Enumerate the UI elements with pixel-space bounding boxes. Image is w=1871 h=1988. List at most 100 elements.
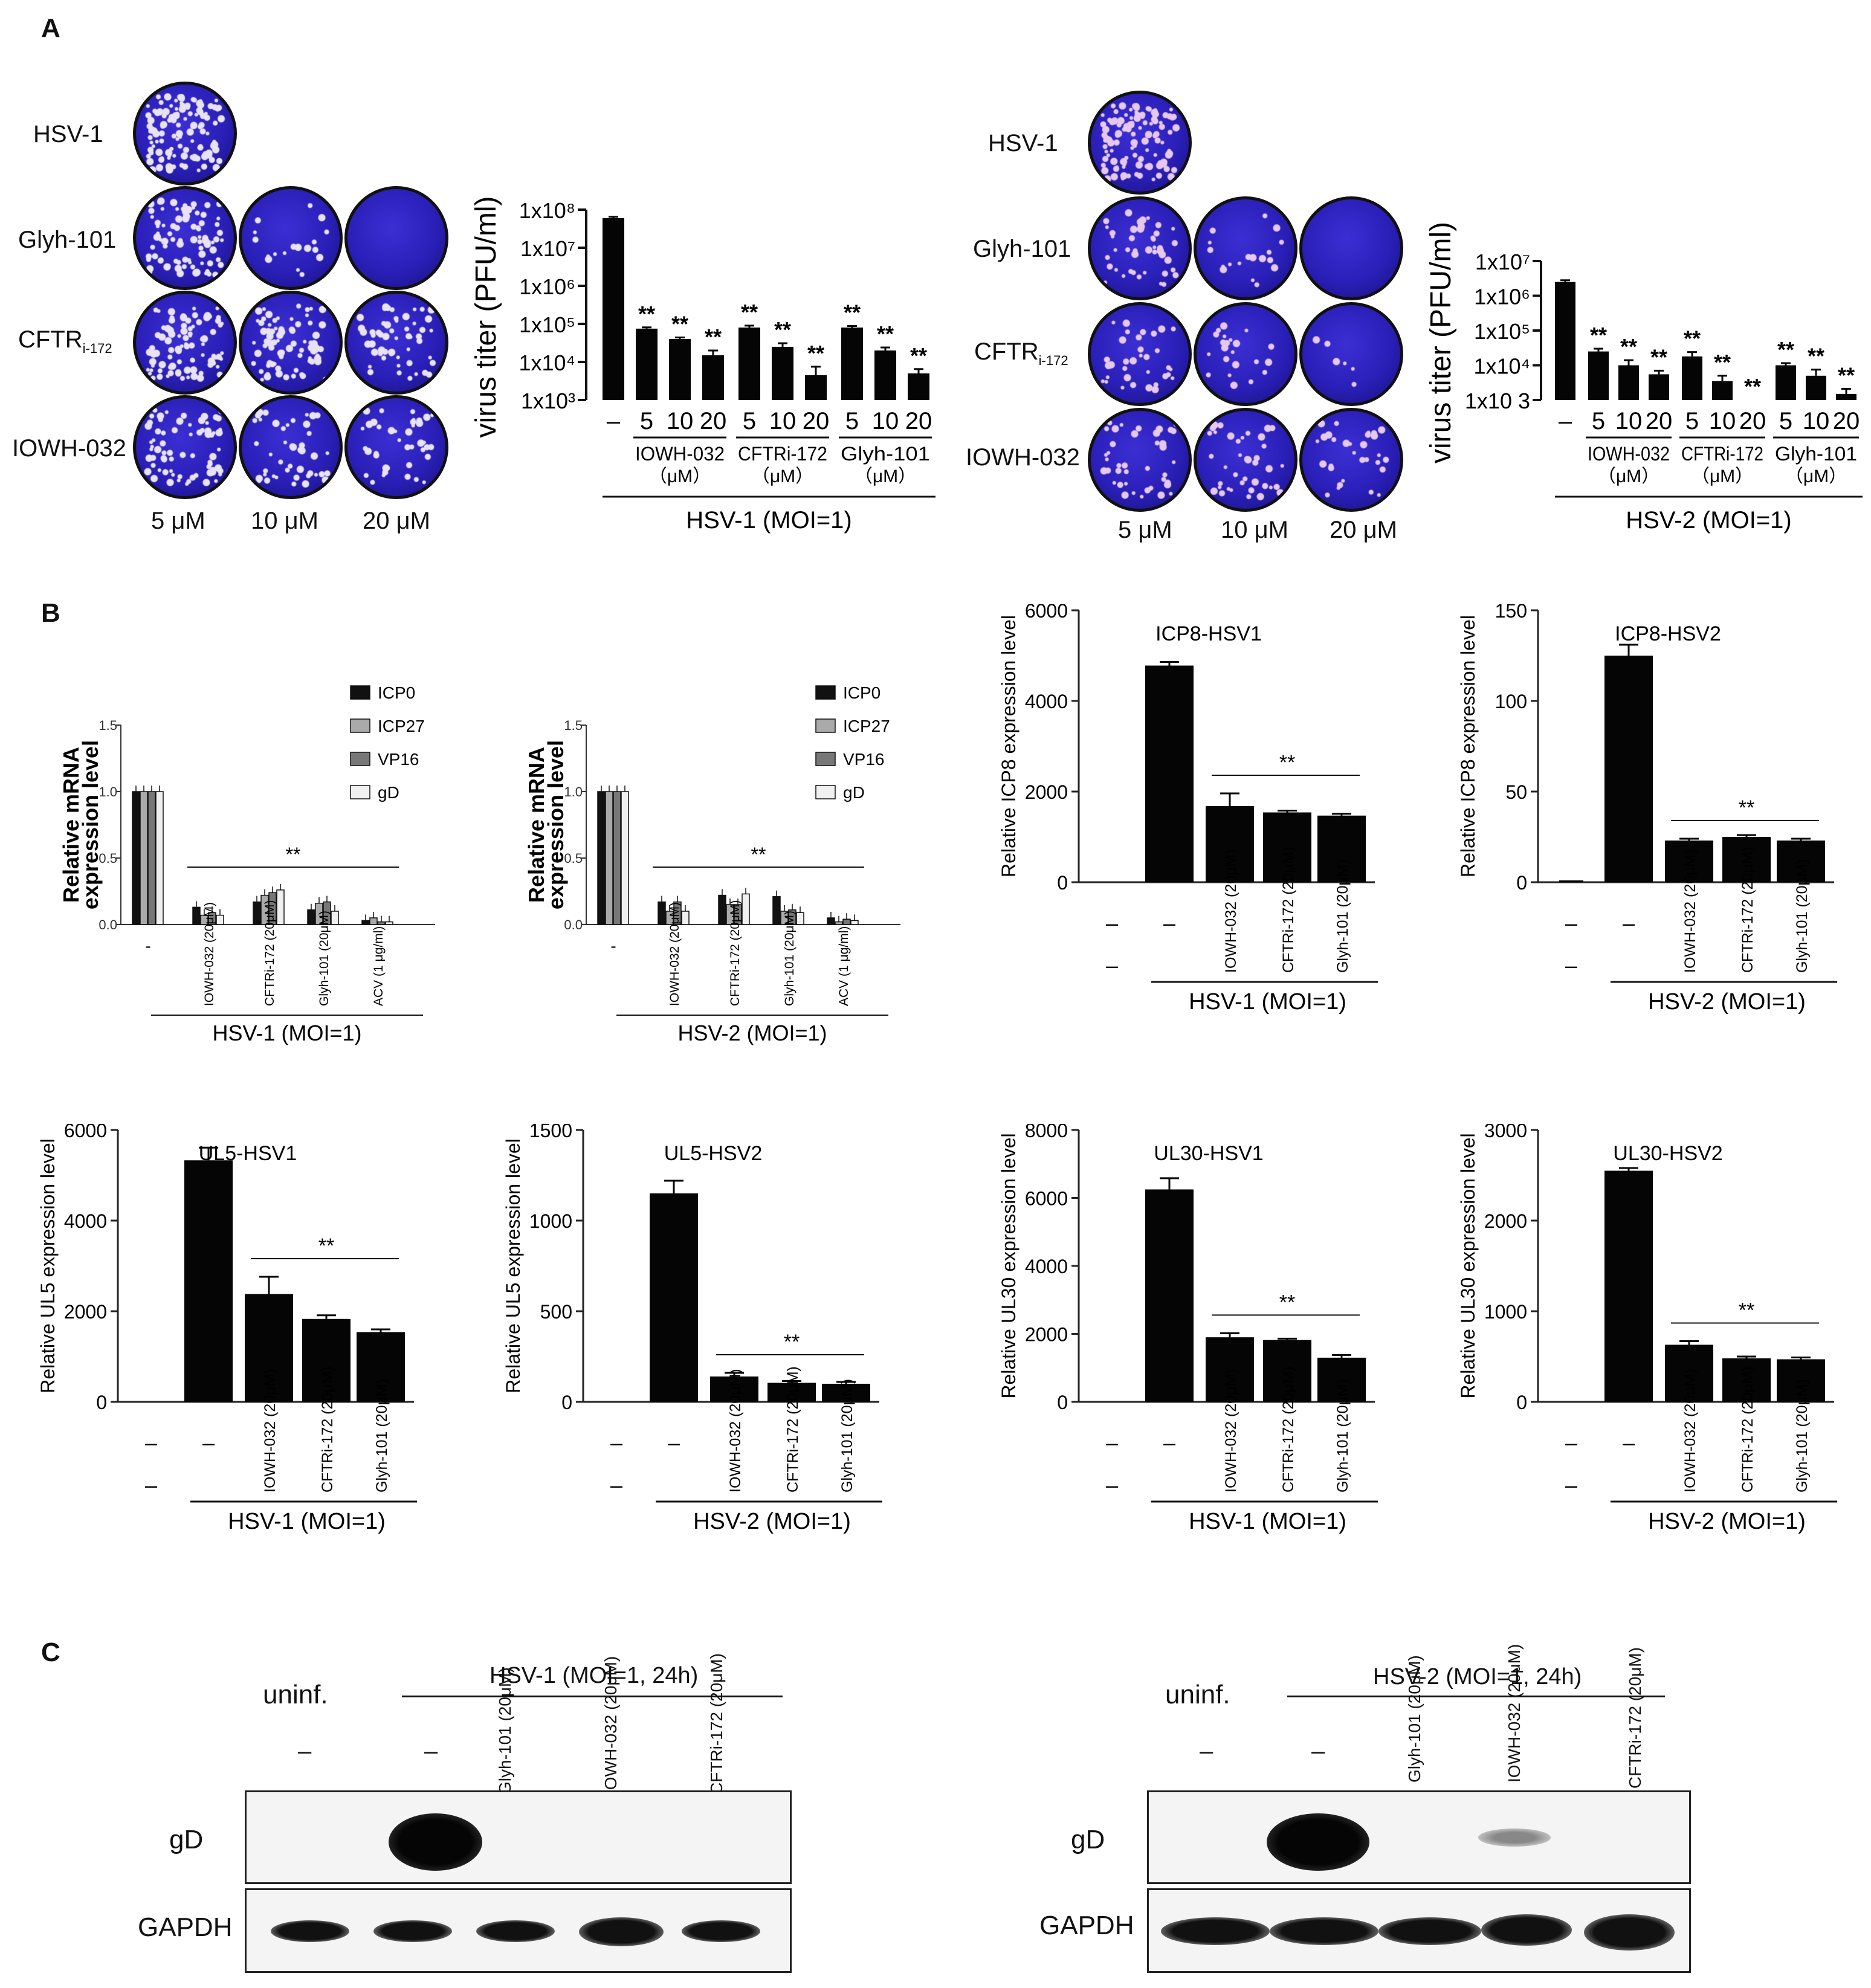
x-tick-label: –	[1559, 408, 1572, 434]
gd-band	[1267, 1813, 1369, 1871]
x-tick-label: CFTRi-172 (20μM)	[728, 900, 742, 1006]
significance-marker: **	[1590, 323, 1607, 347]
x-tick-label-row2: –	[1565, 953, 1577, 978]
condition-label: HSV-1 (MOI=1)	[1189, 1509, 1346, 1534]
y-tick-label: 6000	[64, 1124, 107, 1141]
bar	[1145, 665, 1194, 882]
bar	[1665, 841, 1713, 882]
gapdh-band	[271, 1920, 349, 1942]
group-label: Glyh-101	[1775, 443, 1857, 465]
bar	[822, 1384, 870, 1402]
group-unit: （μM）	[1598, 466, 1659, 486]
plaque-dots	[136, 294, 234, 392]
x-tick-label: Glyh-101 (20μM)	[1334, 859, 1351, 973]
group-unit: （μM）	[752, 466, 813, 486]
x-tick-label: –	[1565, 1430, 1577, 1455]
x-tick-label: ACV (1 μg/ml)	[837, 926, 851, 1006]
plaque-col-label: 10 μM	[1221, 517, 1288, 543]
bar	[772, 896, 781, 925]
x-tick-label: CFTRi-172 (20μM)	[1739, 847, 1756, 973]
x-tick-label: –	[1163, 1430, 1175, 1455]
x-tick-label: 20	[905, 408, 932, 434]
bar	[276, 889, 285, 925]
bar	[621, 791, 629, 925]
y-axis-title: Relative mRNA	[524, 747, 549, 903]
bar	[1206, 806, 1254, 882]
blot-condition: HSV-1 (MOI=1, 24h)	[490, 1663, 699, 1688]
x-tick-label: –	[668, 1430, 680, 1455]
lane-label: CFTRi-172 (20μM)	[707, 1653, 726, 1795]
x-tick-label: Glyh-101 (20μM)	[839, 1379, 856, 1493]
gapdh-band	[579, 1917, 664, 1946]
y-tick-label: 1.5	[99, 718, 117, 733]
x-tick-label: 20	[1646, 408, 1673, 434]
y-tick-label: 4000	[1025, 691, 1068, 712]
bar	[636, 328, 658, 400]
bar	[1317, 1357, 1366, 1402]
bar	[1604, 656, 1653, 882]
blot-row-label: GAPDH	[138, 1912, 233, 1942]
x-tick-label: -	[145, 937, 150, 955]
x-tick-label-row2: –	[1106, 1473, 1118, 1497]
bar	[1263, 1340, 1311, 1402]
bar	[796, 912, 804, 925]
chart-title: UL30-HSV1	[1154, 1142, 1263, 1165]
significance-marker: **	[774, 317, 791, 342]
legend-swatch	[815, 685, 836, 700]
lane-label: –	[424, 1738, 438, 1764]
significance-marker: **	[910, 343, 927, 368]
x-tick-label: IOWH-032 (20μM)	[262, 1369, 279, 1493]
plaque-dots	[347, 189, 445, 287]
y-tick-label: 1000	[1484, 1301, 1527, 1323]
bar	[874, 350, 896, 400]
gapdh-band	[1481, 1914, 1572, 1946]
plaque-row-label: Glyh-101	[973, 236, 1071, 262]
uninf-label: uninf.	[1165, 1680, 1230, 1709]
bar	[1604, 1170, 1653, 1402]
blot-condition: HSV-2 (MOI=1, 24h)	[1373, 1664, 1582, 1689]
bar	[1665, 1344, 1713, 1402]
x-tick-label: 5	[743, 408, 756, 434]
plaque-plate	[239, 395, 343, 499]
y-tick-label: 0.5	[99, 851, 117, 866]
plaque-dots	[136, 85, 234, 182]
plaque-row-label: IOWH-032	[12, 435, 126, 462]
legend-swatch	[350, 785, 370, 799]
x-tick-label: CFTRi-172 (20μM)	[263, 900, 277, 1006]
significance-marker: **	[1620, 334, 1637, 359]
x-tick-label: 10	[1709, 408, 1736, 434]
bar	[841, 328, 863, 400]
bar	[331, 911, 339, 925]
bar	[1712, 381, 1733, 400]
x-tick-label: CFTRi-172 (20μM)	[784, 1366, 801, 1493]
y-tick-label: 1x10⁷	[520, 236, 575, 261]
y-tick-label: 1x10⁸	[519, 198, 575, 223]
plaque-dots	[1091, 94, 1189, 192]
chart-title: ICP8-HSV2	[1615, 622, 1721, 645]
condition-label: HSV-1 (MOI=1)	[686, 507, 852, 534]
significance-marker: **	[1714, 350, 1731, 375]
y-axis-title: Relative UL5 expression level	[37, 1138, 59, 1393]
bar	[302, 1318, 351, 1402]
gapdh-blot-strip	[245, 1888, 792, 1973]
bar	[253, 901, 261, 925]
plaque-plate	[1194, 196, 1297, 300]
y-tick-label: 2000	[64, 1301, 107, 1323]
group-unit: （μM）	[649, 466, 711, 486]
lane-label: Glyh-101 (20μM)	[1405, 1655, 1424, 1783]
legend-label: ICP27	[843, 717, 890, 735]
y-tick-label: 0	[1057, 872, 1068, 894]
condition-line	[402, 1696, 783, 1697]
significance-marker: **	[1739, 796, 1754, 819]
plaque-plate	[1088, 302, 1192, 406]
plaque-dots	[1091, 411, 1189, 509]
bar	[613, 791, 621, 925]
plaque-dots	[1197, 199, 1294, 297]
condition-label: HSV-1 (MOI=1)	[228, 1509, 386, 1534]
condition-line	[1287, 1696, 1665, 1697]
significance-marker: **	[844, 300, 861, 324]
bar	[245, 1294, 293, 1402]
y-axis-title: virus titer (PFU/ml)	[1426, 222, 1457, 463]
y-tick-label: 3000	[1484, 1124, 1527, 1141]
